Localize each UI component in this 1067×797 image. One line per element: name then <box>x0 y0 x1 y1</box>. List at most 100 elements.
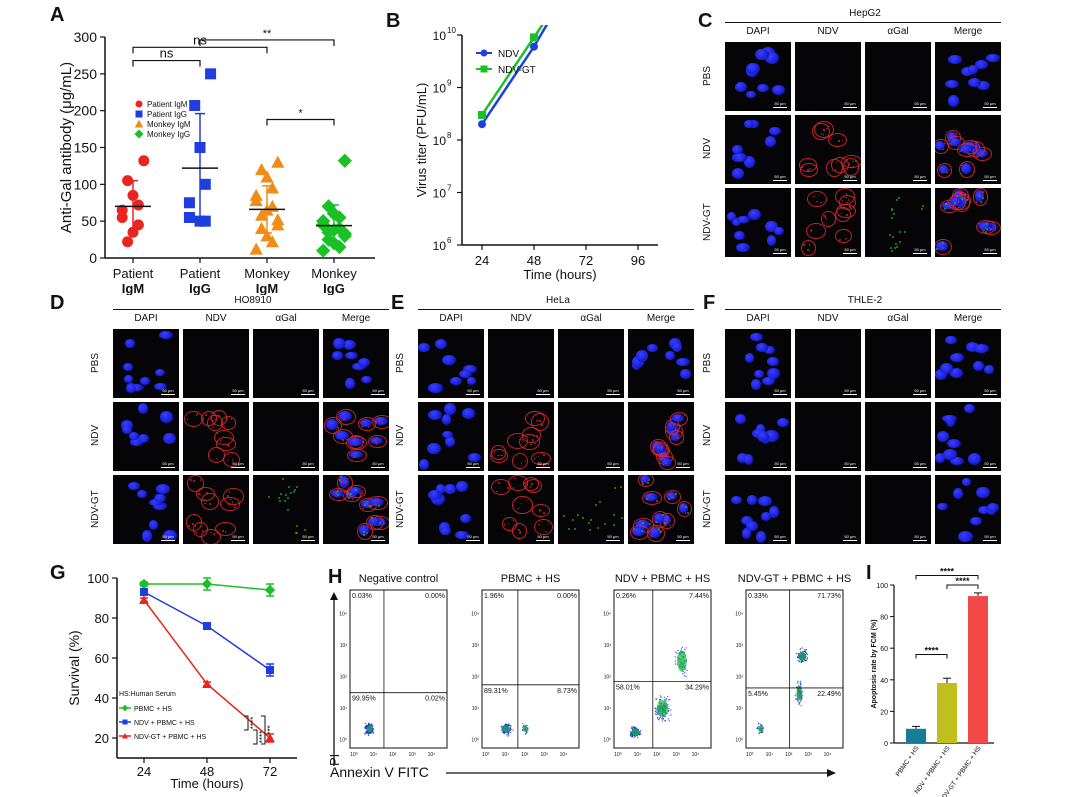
agal-signal <box>590 519 593 522</box>
event-dot <box>668 720 670 722</box>
event-dot <box>667 699 670 701</box>
ndv-speckle <box>209 503 211 505</box>
ndv-speckle <box>669 519 672 522</box>
flow-x-tick: 10⁰ <box>614 752 622 758</box>
x-tick-label: PBMC + HS <box>895 745 921 778</box>
y-tick-label: 100 <box>876 583 888 590</box>
column-header: αGal <box>887 26 909 37</box>
column-header: Merge <box>646 313 676 324</box>
agal-signal <box>660 531 663 534</box>
ndv-signal <box>220 496 240 511</box>
ndv-signal <box>935 238 952 255</box>
scale-bar: 50 μm <box>677 461 689 466</box>
x-tick-label: 24 <box>137 764 151 779</box>
x-tick-label-line2: IgM <box>122 281 144 295</box>
ndv-speckle <box>828 125 830 128</box>
ndv-signal <box>365 514 384 531</box>
event-dot <box>655 711 658 713</box>
ndv-speckle <box>519 531 522 533</box>
ndv-speckle <box>961 149 963 151</box>
event-dot <box>805 652 808 654</box>
flow-x-tick: 10¹ <box>634 752 642 758</box>
column-header: Merge <box>953 313 983 324</box>
legend-marker <box>122 733 128 739</box>
nucleus <box>418 343 430 353</box>
nucleus <box>945 335 957 344</box>
nucleus <box>428 410 443 420</box>
micrograph-merge: 50 μm <box>628 475 694 544</box>
flow-y-tick: 10⁰ <box>603 738 611 744</box>
title-underline <box>113 309 389 310</box>
agal-signal <box>620 486 623 489</box>
micrograph-merge: 50 μm <box>935 42 1001 111</box>
ndv-signal <box>800 240 817 257</box>
event-dot <box>372 732 375 734</box>
ndv-signal <box>936 163 953 179</box>
scale-bar: 50 μm <box>914 461 926 466</box>
nucleus <box>976 486 990 498</box>
ndv-speckle <box>981 156 984 159</box>
ndv-speckle <box>228 445 230 448</box>
ndv-speckle <box>656 521 658 524</box>
agal-signal <box>936 247 939 250</box>
agal-signal <box>347 496 350 499</box>
event-dot <box>684 672 686 674</box>
ndv-signal <box>659 455 677 471</box>
panel-f-microscopy-grid: THLE-2 DAPI NDV αGal Merge PBS 50 μm 50 μm 50 μm… <box>700 295 1001 545</box>
ndv-speckle <box>375 519 378 522</box>
scale-bar: 50 μm <box>232 461 244 466</box>
ndv-speckle <box>959 150 961 153</box>
ndv-speckle <box>648 479 650 481</box>
ndv-signal <box>827 133 847 148</box>
micrograph-ndv: 50 μm <box>795 402 861 471</box>
ndv-speckle <box>957 201 960 203</box>
ndv-speckle <box>837 214 840 217</box>
agal-signal <box>889 233 892 236</box>
agal-signal <box>304 529 307 532</box>
ndv-speckle <box>650 535 652 537</box>
ndv-speckle <box>520 464 523 467</box>
micrograph-αgal: 50 μm <box>865 188 931 257</box>
row-header: PBS <box>702 352 713 373</box>
event-dot <box>799 680 802 683</box>
event-dot <box>657 718 659 720</box>
nucleus <box>740 516 754 526</box>
flow-y-tick: 10¹ <box>736 706 744 712</box>
data-point <box>201 578 213 590</box>
cell-line-title: HO8910 <box>234 295 272 306</box>
scale-bar: 50 μm <box>774 388 786 393</box>
ndv-speckle <box>982 191 984 193</box>
data-point <box>265 235 279 248</box>
ndv-speckle <box>942 247 944 249</box>
ndv-speckle <box>216 458 219 461</box>
event-dot <box>800 705 802 707</box>
ndv-signal <box>677 500 693 518</box>
ndv-speckle <box>810 229 812 232</box>
event-dot <box>370 723 373 725</box>
significance-bracket <box>915 575 979 580</box>
event-dot <box>800 697 803 700</box>
event-dot <box>526 724 528 727</box>
agal-signal <box>597 527 600 530</box>
ndv-signal <box>663 490 681 505</box>
ndv-speckle <box>677 433 680 436</box>
agal-signal <box>337 494 340 496</box>
density-core <box>631 728 640 736</box>
ndv-speckle <box>547 522 550 525</box>
agal-signal <box>612 524 615 527</box>
x-axis-label: Time (hours) <box>170 776 243 791</box>
event-dot <box>806 657 809 659</box>
scale-bar: 50 μm <box>607 388 619 393</box>
nucleus <box>741 527 751 540</box>
event-dot <box>660 698 662 701</box>
event-dot <box>674 663 676 665</box>
nucleus <box>767 368 781 379</box>
y-tick-label: 60 <box>880 646 888 653</box>
event-dot <box>364 733 366 735</box>
flow-y-tick: 10¹ <box>340 706 348 712</box>
ndv-speckle <box>813 195 815 197</box>
scale-bar: 50 μm <box>914 388 926 393</box>
cell-line-title: THLE-2 <box>847 295 883 306</box>
ndv-speckle <box>231 501 233 503</box>
ndv-speckle <box>844 238 847 241</box>
